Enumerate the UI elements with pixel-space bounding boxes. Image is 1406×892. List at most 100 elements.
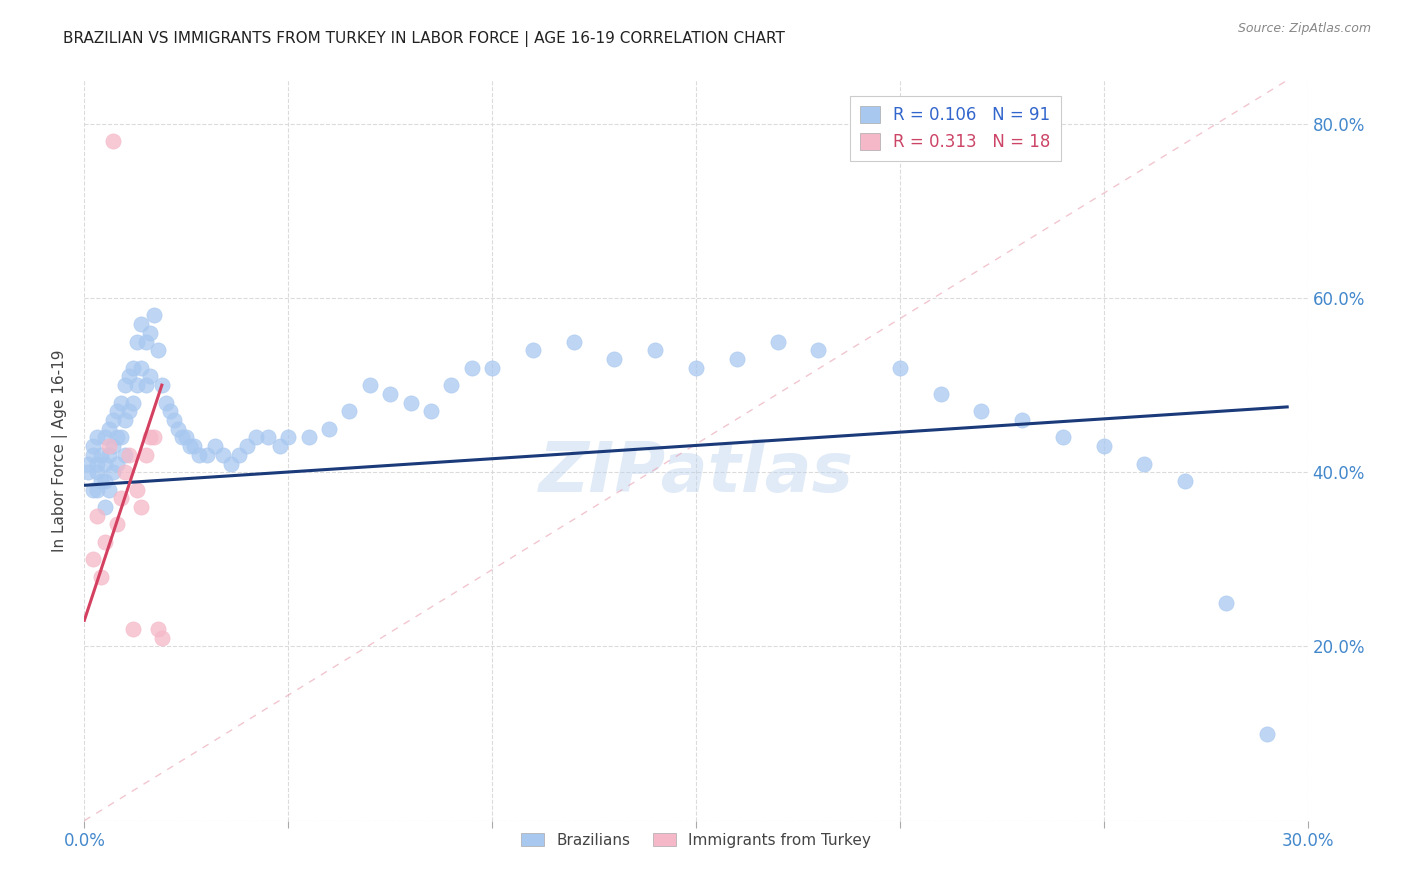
Point [380,387,402,401]
Point [86,465,108,479]
Point [461,360,484,375]
Point [127,378,149,392]
Point [93,457,115,471]
Point [644,343,666,358]
Point [86,430,108,444]
Point [298,430,321,444]
Point [110,395,132,409]
Point [420,404,443,418]
Point [110,491,132,506]
Point [86,508,108,523]
Point [146,343,169,358]
Point [212,448,235,462]
Point [269,439,291,453]
Point [204,439,226,453]
Point [86,457,108,471]
Point [889,360,911,375]
Point [93,430,115,444]
Point [118,369,141,384]
Point [155,395,177,409]
Point [1174,474,1197,488]
Point [101,465,124,479]
Point [105,430,128,444]
Point [114,378,136,392]
Point [101,413,124,427]
Point [105,517,128,532]
Point [105,404,128,418]
Point [228,448,250,462]
Point [725,351,748,366]
Point [135,334,157,349]
Point [359,378,381,392]
Point [257,430,280,444]
Point [90,474,112,488]
Point [195,448,218,462]
Point [77,465,100,479]
Point [97,483,120,497]
Point [142,309,165,323]
Point [1256,726,1278,740]
Point [138,369,160,384]
Point [90,570,112,584]
Point [105,457,128,471]
Point [179,439,201,453]
Point [101,134,124,148]
Point [318,422,340,436]
Text: BRAZILIAN VS IMMIGRANTS FROM TURKEY IN LABOR FORCE | AGE 16-19 CORRELATION CHART: BRAZILIAN VS IMMIGRANTS FROM TURKEY IN L… [63,31,785,47]
Point [146,622,169,636]
Point [114,413,136,427]
Point [131,500,153,514]
Point [86,483,108,497]
Text: Source: ZipAtlas.com: Source: ZipAtlas.com [1237,22,1371,36]
Point [110,430,132,444]
Point [150,631,173,645]
Point [93,535,115,549]
Point [183,439,205,453]
Point [970,404,993,418]
Point [82,448,104,462]
Point [114,465,136,479]
Point [150,378,173,392]
Point [138,430,160,444]
Point [174,430,197,444]
Point [138,326,160,340]
Point [82,439,104,453]
Legend: Brazilians, Immigrants from Turkey: Brazilians, Immigrants from Turkey [515,826,877,854]
Point [127,483,149,497]
Point [82,483,104,497]
Text: ZIPatlas: ZIPatlas [538,439,853,506]
Point [440,378,463,392]
Point [93,474,115,488]
Point [807,343,830,358]
Y-axis label: In Labor Force | Age 16-19: In Labor Force | Age 16-19 [52,349,69,552]
Point [122,360,145,375]
Point [1133,457,1156,471]
Point [135,378,157,392]
Point [1052,430,1074,444]
Point [766,334,789,349]
Point [118,404,141,418]
Point [685,360,707,375]
Point [277,430,299,444]
Point [114,448,136,462]
Point [131,317,153,331]
Point [97,448,120,462]
Point [481,360,503,375]
Point [122,395,145,409]
Point [101,439,124,453]
Point [135,448,157,462]
Point [97,439,120,453]
Point [97,422,120,436]
Point [1011,413,1033,427]
Point [159,404,181,418]
Point [187,448,209,462]
Point [82,552,104,566]
Point [90,448,112,462]
Point [167,422,190,436]
Point [131,360,153,375]
Point [163,413,186,427]
Point [219,457,242,471]
Point [245,430,267,444]
Point [1092,439,1115,453]
Point [562,334,585,349]
